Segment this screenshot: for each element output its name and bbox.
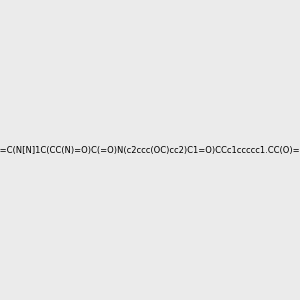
Text: O=C(N[N]1C(CC(N)=O)C(=O)N(c2ccc(OC)cc2)C1=O)CCc1ccccc1.CC(O)=O: O=C(N[N]1C(CC(N)=O)C(=O)N(c2ccc(OC)cc2)C… bbox=[0, 146, 300, 154]
